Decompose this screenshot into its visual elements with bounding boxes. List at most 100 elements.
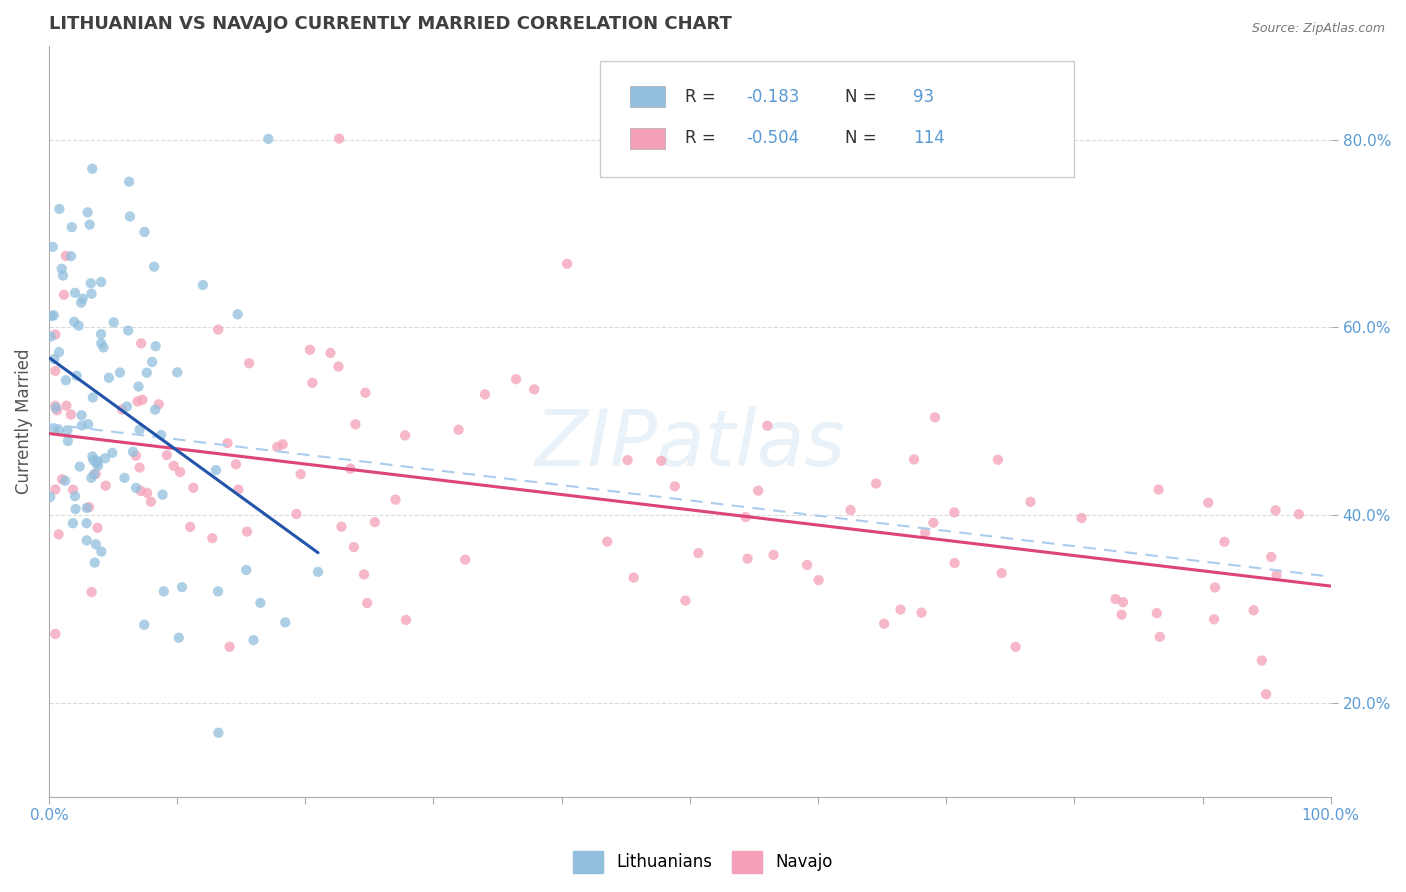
Point bbox=[118, 175, 141, 189]
Point bbox=[44, 352, 66, 367]
Point bbox=[156, 448, 179, 462]
Point bbox=[664, 479, 686, 493]
Text: N =: N = bbox=[845, 129, 882, 147]
Point bbox=[266, 440, 288, 454]
Point bbox=[217, 436, 239, 450]
Point bbox=[285, 507, 308, 521]
Point bbox=[191, 278, 214, 293]
Point bbox=[1204, 581, 1226, 595]
Point bbox=[163, 458, 186, 473]
Point bbox=[183, 481, 205, 495]
Point bbox=[94, 451, 117, 466]
Point bbox=[143, 402, 166, 417]
Point bbox=[298, 343, 321, 357]
Point bbox=[39, 490, 62, 504]
Point bbox=[914, 525, 936, 540]
Text: R =: R = bbox=[685, 129, 721, 147]
Point bbox=[505, 372, 527, 386]
Point bbox=[523, 382, 546, 396]
Point bbox=[48, 202, 70, 216]
FancyBboxPatch shape bbox=[630, 128, 665, 149]
Text: R =: R = bbox=[685, 87, 721, 106]
Point bbox=[1019, 495, 1042, 509]
Point bbox=[987, 452, 1010, 467]
Point bbox=[63, 315, 86, 329]
Point bbox=[343, 540, 366, 554]
Point bbox=[236, 524, 259, 539]
Point bbox=[747, 483, 769, 498]
Point bbox=[395, 613, 418, 627]
Point bbox=[922, 516, 945, 530]
Point bbox=[84, 537, 107, 551]
Point bbox=[319, 346, 342, 360]
Point bbox=[474, 387, 496, 401]
Point bbox=[394, 428, 416, 442]
Point bbox=[205, 463, 228, 477]
Point bbox=[101, 446, 124, 460]
Point bbox=[82, 391, 104, 405]
Point bbox=[235, 563, 257, 577]
Point bbox=[218, 640, 240, 654]
Point bbox=[873, 616, 896, 631]
Point bbox=[83, 556, 105, 570]
Point bbox=[271, 437, 294, 451]
Point bbox=[53, 474, 76, 488]
Point bbox=[290, 467, 312, 482]
Point bbox=[44, 364, 66, 378]
Point bbox=[76, 533, 98, 548]
Point bbox=[131, 392, 153, 407]
Point bbox=[103, 315, 125, 329]
Point bbox=[143, 260, 166, 274]
Point bbox=[44, 399, 66, 413]
Point bbox=[1264, 503, 1286, 517]
Point bbox=[167, 631, 190, 645]
Point bbox=[41, 309, 63, 323]
Point bbox=[616, 453, 638, 467]
Point bbox=[76, 516, 98, 531]
Text: Source: ZipAtlas.com: Source: ZipAtlas.com bbox=[1251, 22, 1385, 36]
Point bbox=[83, 467, 105, 482]
Point bbox=[364, 515, 387, 529]
Point bbox=[1111, 607, 1133, 622]
Point bbox=[207, 725, 229, 739]
Point bbox=[60, 220, 83, 235]
Point bbox=[166, 365, 188, 379]
Text: 114: 114 bbox=[912, 129, 945, 147]
Point bbox=[1260, 549, 1282, 564]
Point bbox=[86, 456, 108, 470]
Point bbox=[44, 627, 66, 641]
Point bbox=[734, 510, 756, 524]
Point bbox=[82, 453, 104, 467]
Point bbox=[55, 249, 77, 263]
Point bbox=[152, 487, 174, 501]
Point bbox=[1146, 606, 1168, 620]
Point bbox=[242, 633, 264, 648]
Point bbox=[108, 366, 131, 380]
Point bbox=[990, 566, 1012, 581]
Point bbox=[201, 531, 224, 545]
Point bbox=[77, 500, 100, 515]
Point bbox=[117, 324, 139, 338]
Point bbox=[87, 458, 110, 473]
Point bbox=[125, 449, 148, 463]
Point bbox=[339, 461, 361, 475]
Point bbox=[127, 394, 149, 409]
Point bbox=[111, 402, 134, 417]
Point bbox=[623, 570, 645, 584]
Point bbox=[90, 336, 112, 351]
Point bbox=[128, 460, 150, 475]
Point bbox=[148, 397, 170, 411]
Point bbox=[51, 472, 73, 486]
Point bbox=[44, 421, 66, 435]
Point bbox=[60, 249, 83, 263]
Point bbox=[650, 454, 672, 468]
Point bbox=[42, 240, 65, 254]
Point bbox=[52, 268, 75, 283]
Point bbox=[1197, 496, 1219, 510]
Point bbox=[226, 307, 249, 321]
Text: 93: 93 bbox=[912, 87, 934, 106]
Y-axis label: Currently Married: Currently Married bbox=[15, 349, 32, 494]
Text: -0.183: -0.183 bbox=[747, 87, 800, 106]
Point bbox=[79, 218, 101, 232]
Point bbox=[1112, 595, 1135, 609]
